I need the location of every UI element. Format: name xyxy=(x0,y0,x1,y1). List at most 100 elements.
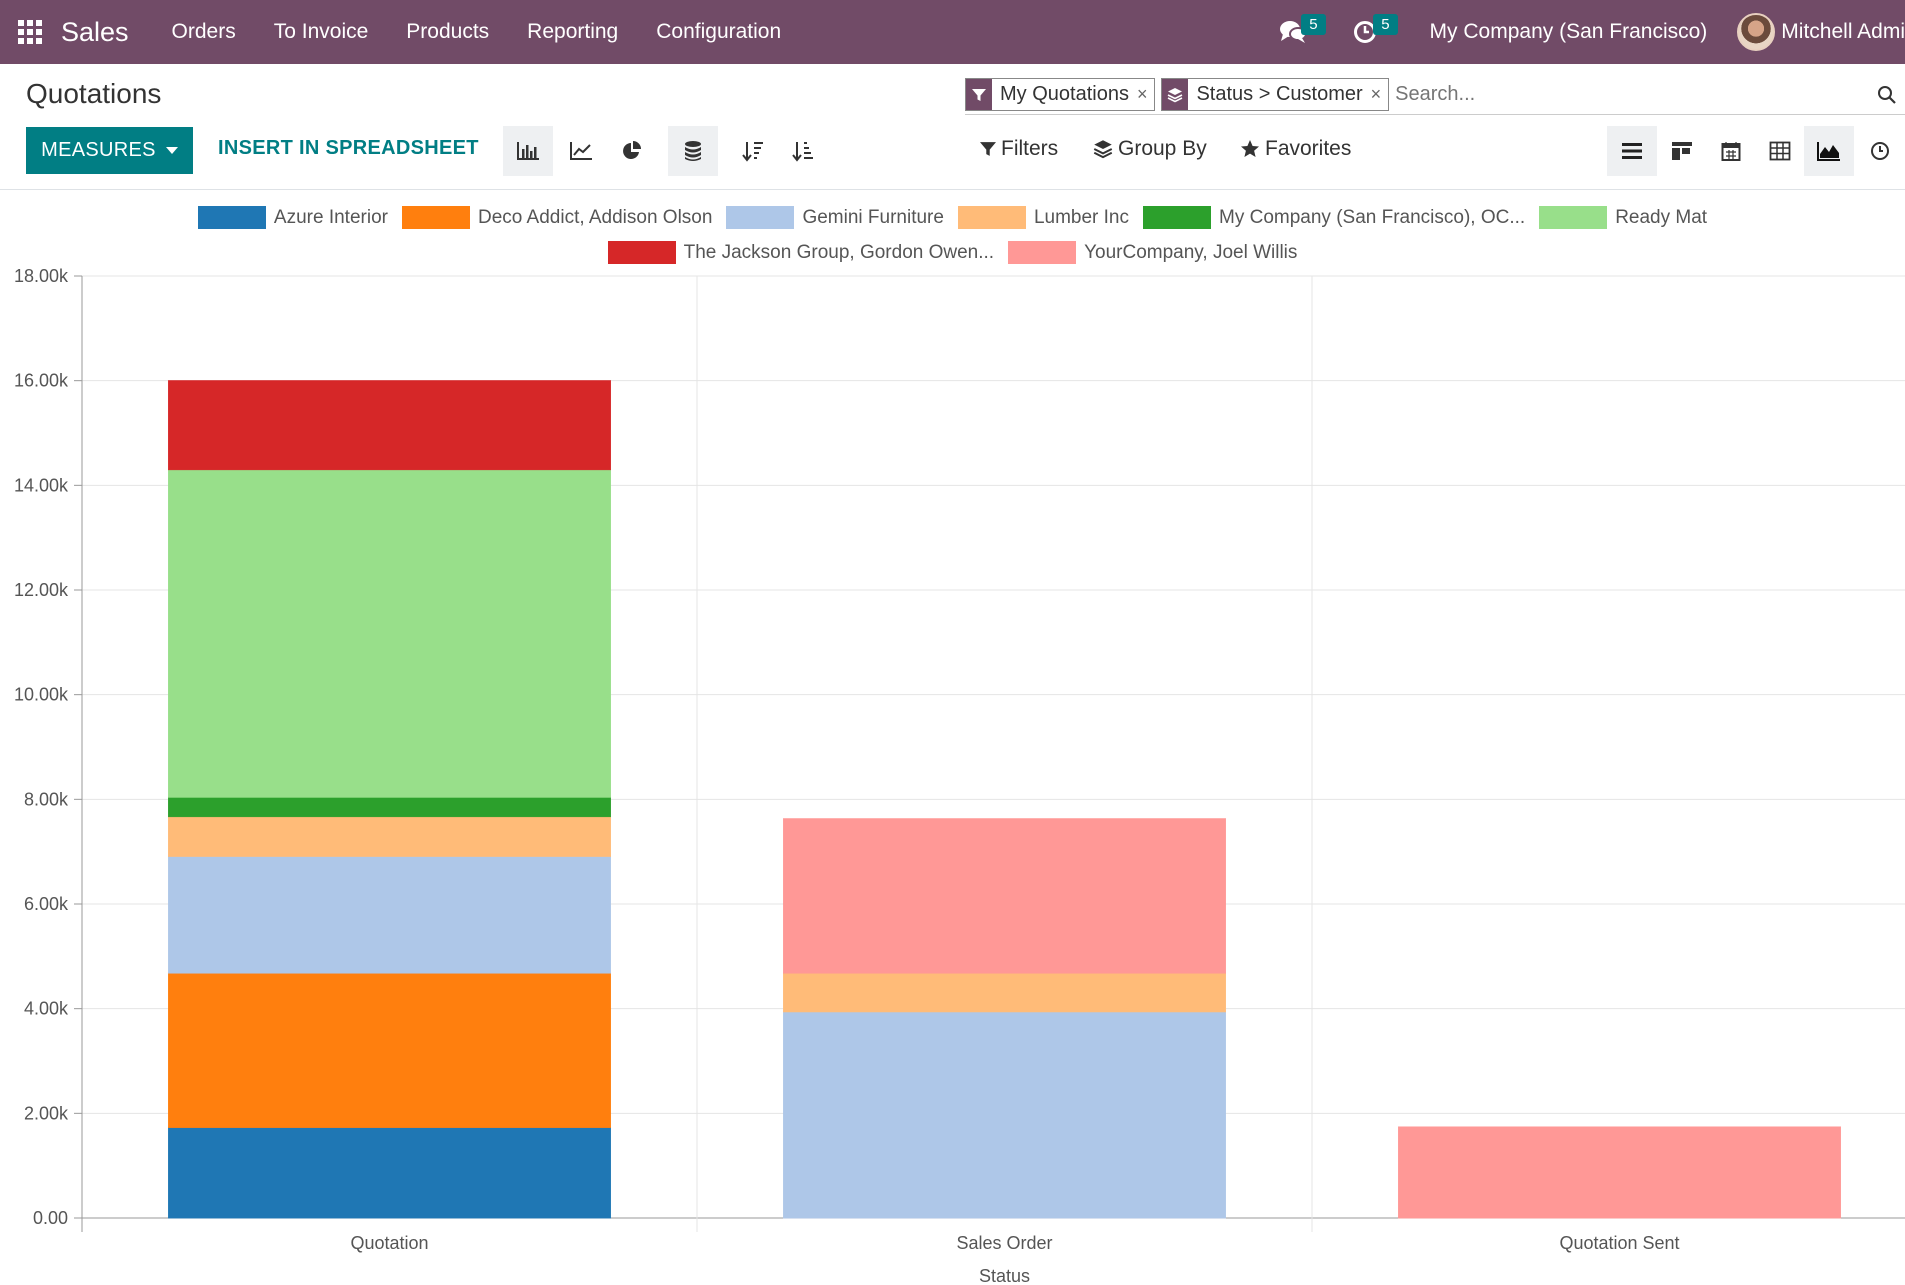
sort-descending-button[interactable] xyxy=(728,126,778,176)
messages-count-badge: 5 xyxy=(1301,14,1326,35)
search-input[interactable] xyxy=(1395,76,1869,113)
legend-item[interactable]: My Company (San Francisco), OC... xyxy=(1143,206,1525,229)
menu-reporting[interactable]: Reporting xyxy=(527,20,619,43)
legend-item[interactable]: YourCompany, Joel Willis xyxy=(1008,241,1297,264)
facet-label: Status > Customer xyxy=(1196,83,1363,105)
measures-button[interactable]: MEASURES xyxy=(26,127,193,174)
y-tick-label: 0.00 xyxy=(33,1208,68,1228)
menu-to-invoice[interactable]: To Invoice xyxy=(273,20,369,43)
search-bar: My Quotations × Status > Customer × xyxy=(965,75,1905,115)
star-icon xyxy=(1241,140,1259,157)
user-menu[interactable]: Mitchell Admi xyxy=(1737,13,1905,51)
legend-row: Azure Interior Deco Addict, Addison Olson… xyxy=(0,200,1905,235)
sort-descending-icon xyxy=(742,142,763,162)
activities-count-badge: 5 xyxy=(1373,14,1398,35)
group-by-label: Group By xyxy=(1118,137,1207,160)
legend-swatch xyxy=(197,206,266,229)
legend-item[interactable]: Ready Mat xyxy=(1539,206,1707,229)
y-tick-label: 12.00k xyxy=(14,580,69,600)
avatar xyxy=(1737,13,1776,51)
y-tick-label: 10.00k xyxy=(14,685,69,705)
menu-products[interactable]: Products xyxy=(406,20,490,43)
caret-down-icon xyxy=(165,147,178,154)
measures-label: MEASURES xyxy=(41,139,156,161)
list-view-icon xyxy=(1622,143,1642,159)
pivot-view-button[interactable] xyxy=(1755,126,1805,176)
y-tick-label: 14.00k xyxy=(14,475,69,495)
company-switcher[interactable]: My Company (San Francisco) xyxy=(1429,20,1708,43)
bar-chart-icon xyxy=(517,142,539,160)
bar-segment[interactable] xyxy=(168,855,611,974)
group-by-dropdown[interactable]: Group By xyxy=(1093,137,1207,161)
legend-swatch xyxy=(1143,206,1211,229)
list-view-button[interactable] xyxy=(1607,126,1657,176)
menu-configuration[interactable]: Configuration xyxy=(656,20,782,43)
legend-item[interactable]: The Jackson Group, Gordon Owen... xyxy=(607,241,994,264)
legend-item[interactable]: Lumber Inc xyxy=(957,206,1129,229)
chart-legend: Azure Interior Deco Addict, Addison Olson… xyxy=(0,200,1905,270)
y-tick-label: 6.00k xyxy=(24,894,69,914)
sort-ascending-button[interactable] xyxy=(778,126,828,176)
facet-my-quotations[interactable]: My Quotations × xyxy=(965,78,1156,111)
favorites-dropdown[interactable]: Favorites xyxy=(1240,137,1351,161)
bar-segment[interactable] xyxy=(1398,1126,1841,1219)
page-title[interactable]: Quotations xyxy=(26,78,162,109)
stacked-toggle-button[interactable] xyxy=(668,126,718,176)
stacked-bar-chart: 0.00 2.00k 4.00k 6.00k 8.00k 10.00k 12.00k 14.0… xyxy=(14,266,1905,1285)
legend-label: Azure Interior xyxy=(273,206,388,228)
graph-view-button[interactable] xyxy=(1804,126,1854,176)
app-menu-icon[interactable] xyxy=(15,17,45,47)
line-chart-icon xyxy=(570,142,592,160)
activities-button[interactable]: 5 xyxy=(1340,0,1398,64)
activity-view-button[interactable] xyxy=(1855,126,1905,176)
insert-in-spreadsheet-button[interactable]: INSERT IN SPREADSHEET xyxy=(218,137,479,159)
kanban-view-button[interactable] xyxy=(1657,126,1707,176)
legend-swatch xyxy=(1008,241,1077,264)
filter-icon xyxy=(980,142,996,156)
y-tick-label: 18.00k xyxy=(14,266,69,286)
pie-chart-icon xyxy=(623,141,641,159)
search-icon[interactable] xyxy=(1869,77,1905,113)
y-tick-label: 16.00k xyxy=(14,371,69,391)
messages-button[interactable]: 5 xyxy=(1268,0,1326,64)
legend-swatch xyxy=(607,241,676,264)
bar-segment[interactable] xyxy=(783,1011,1226,1219)
pie-chart-button[interactable] xyxy=(607,126,657,176)
bar-segment[interactable] xyxy=(168,816,611,857)
legend-item[interactable]: Azure Interior xyxy=(197,206,388,229)
bar-segment[interactable] xyxy=(168,469,611,798)
bar-segment[interactable] xyxy=(168,380,611,471)
legend-label: Lumber Inc xyxy=(1033,206,1129,228)
bar-segment[interactable] xyxy=(168,972,611,1128)
user-name: Mitchell Admi xyxy=(1781,20,1905,43)
legend-item[interactable]: Gemini Furniture xyxy=(726,206,944,229)
remove-facet-icon[interactable]: × xyxy=(1370,84,1382,104)
bar-chart-button[interactable] xyxy=(503,126,553,176)
app-brand[interactable]: Sales xyxy=(61,16,129,47)
remove-facet-icon[interactable]: × xyxy=(1136,84,1148,104)
calendar-view-button[interactable] xyxy=(1706,126,1756,176)
pivot-view-icon xyxy=(1769,141,1791,161)
filters-dropdown[interactable]: Filters xyxy=(980,137,1058,161)
bar-segment[interactable] xyxy=(168,1126,611,1219)
facet-status-customer[interactable]: Status > Customer × xyxy=(1161,78,1390,111)
filter-icon xyxy=(966,79,992,110)
menu-orders[interactable]: Orders xyxy=(171,20,236,43)
bar-segment[interactable] xyxy=(168,796,611,818)
x-tick-label: Sales Order xyxy=(956,1233,1052,1253)
x-tick-label: Quotation Sent xyxy=(1559,1233,1679,1253)
legend-item[interactable]: Deco Addict, Addison Olson xyxy=(401,206,712,229)
y-tick-label: 8.00k xyxy=(24,789,69,809)
filters-label: Filters xyxy=(1001,137,1059,160)
sort-ascending-icon xyxy=(792,142,813,162)
legend-row: The Jackson Group, Gordon Owen... YourCom… xyxy=(0,235,1905,270)
x-tick-label: Quotation xyxy=(350,1233,428,1253)
bar-segment[interactable] xyxy=(783,818,1226,974)
legend-swatch xyxy=(726,206,795,229)
bar-segment[interactable] xyxy=(783,972,1226,1013)
stacked-icon xyxy=(685,141,701,161)
favorites-label: Favorites xyxy=(1265,137,1352,160)
legend-swatch xyxy=(957,206,1026,229)
line-chart-button[interactable] xyxy=(556,126,606,176)
legend-swatch xyxy=(401,206,470,229)
